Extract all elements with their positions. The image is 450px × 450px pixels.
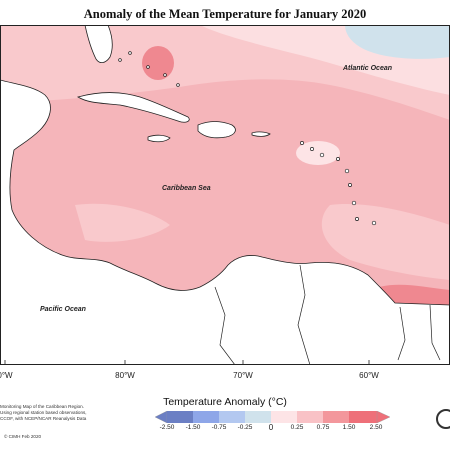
land-masses — [0, 25, 450, 365]
legend-tick: -0.25 — [237, 424, 253, 431]
warm-patch-bahamas — [142, 46, 174, 80]
legend-tick: -1.50 — [185, 424, 201, 431]
lesser-antilles-islands — [118, 51, 377, 226]
land-puerto-rico — [251, 131, 271, 137]
legend-arrow-low — [155, 411, 168, 423]
land-florida — [84, 25, 113, 63]
label-atlantic-ocean: Atlantic Ocean — [342, 65, 392, 72]
land-hispaniola — [197, 121, 236, 139]
label-caribbean-sea: Caribbean Sea — [162, 185, 211, 192]
credit-line: Monitoring Map of the Caribbean Region. — [0, 404, 85, 409]
legend-swatch — [245, 411, 271, 423]
legend-swatch — [219, 411, 245, 423]
country-borders — [214, 264, 441, 365]
legend-title: Temperature Anomaly (°C) — [163, 396, 287, 408]
legend-arrow-high — [376, 411, 390, 423]
legend-colorbar — [155, 411, 390, 423]
legend-swatch — [193, 411, 219, 423]
copyright: © CIMH Feb 2020 — [4, 434, 42, 439]
credit-line: Using regional station based observation… — [0, 410, 87, 415]
label-pacific-ocean: Pacific Ocean — [40, 306, 86, 313]
longitude-label: 60°W — [359, 371, 379, 380]
legend-swatch — [349, 411, 377, 423]
land-cuba — [76, 92, 190, 123]
legend-tick: -0.75 — [211, 424, 227, 431]
legend-tick: 2.50 — [369, 424, 383, 431]
temperature-anomaly-map: Atlantic Ocean Caribbean Sea Pacific Oce… — [0, 25, 450, 365]
legend-tick: 0.25 — [290, 424, 304, 431]
land-jamaica — [147, 134, 171, 143]
longitude-label: 0°W — [0, 371, 13, 380]
legend-swatch — [271, 411, 297, 423]
pale-patch-lesser-antilles — [296, 141, 340, 165]
credit-line: CCOF, with NCEP/NCAR Reanalysis Data — [0, 416, 87, 421]
legend-tick: 0.75 — [316, 424, 330, 431]
pale-patch-central-west — [75, 203, 170, 242]
legend-swatch — [323, 411, 349, 423]
organization-logo — [436, 409, 450, 429]
cool-anomaly-patch — [345, 25, 450, 59]
legend-swatch — [167, 411, 193, 423]
longitude-label: 80°W — [115, 371, 135, 380]
land-central-america — [0, 79, 450, 365]
legend-tick: -2.50 — [159, 424, 175, 431]
pale-patch-south-east — [321, 204, 450, 280]
legend-tick: 1.50 — [342, 424, 356, 431]
legend-swatch — [297, 411, 323, 423]
longitude-label: 70°W — [233, 371, 253, 380]
map-title: Anomaly of the Mean Temperature for Janu… — [83, 7, 367, 21]
data-source-credits: Monitoring Map of the Caribbean Region. … — [0, 404, 87, 422]
legend-tick: 0 — [268, 423, 274, 432]
